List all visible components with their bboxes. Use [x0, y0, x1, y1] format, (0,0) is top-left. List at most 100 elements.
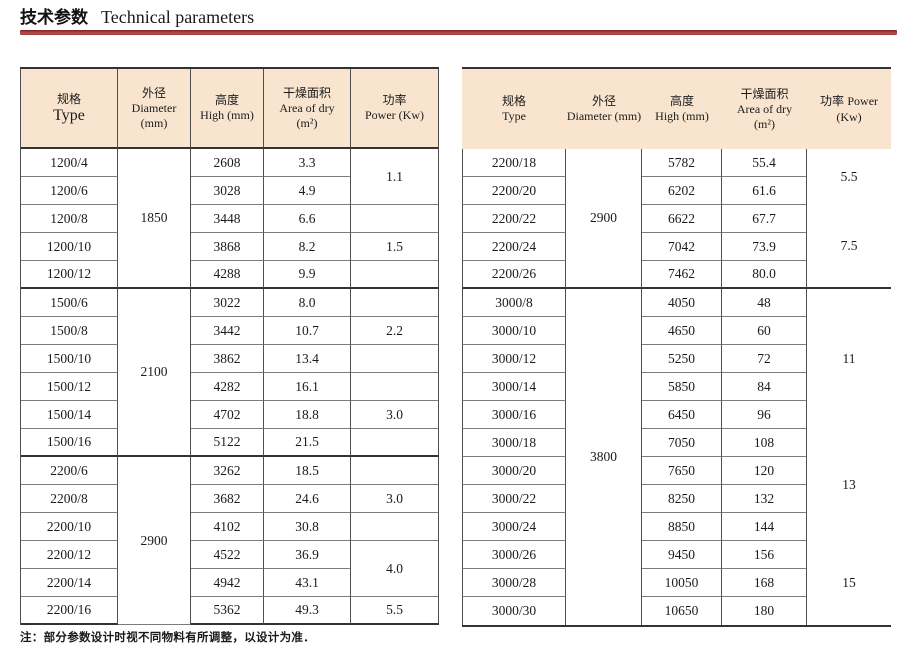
power-cell — [351, 373, 439, 401]
type-cell: 1500/16 — [21, 429, 118, 457]
diameter-cell: 3800 — [566, 289, 642, 625]
area-cell: 10.7 — [264, 317, 351, 345]
area-cell: 3.3 — [264, 149, 351, 177]
area-cell: 96 — [722, 401, 807, 429]
type-cell: 1500/12 — [21, 373, 118, 401]
high-cell: 5850 — [642, 373, 722, 401]
header-power: 功率 Power (Kw) — [351, 69, 439, 149]
type-cell: 2200/10 — [21, 513, 118, 541]
table-row: 3000/18 7050 108 13 — [462, 429, 891, 492]
right-header-row: 规格 Type 外径 Diameter (mm) 高度 High (mm) 干燥面积 A… — [462, 69, 891, 149]
power-cell: 7.5 — [807, 205, 891, 289]
area-cell: 8.2 — [264, 233, 351, 261]
table-row: 3000/16 6450 96 — [462, 401, 891, 429]
diameter-cell: 2900 — [118, 457, 191, 625]
type-cell: 2200/12 — [21, 541, 118, 569]
high-cell: 5362 — [191, 597, 264, 625]
table-row: 3000/24 8850 144 — [462, 513, 891, 541]
high-cell: 6450 — [642, 401, 722, 429]
header-power: 功率 Power (Kw) — [807, 69, 891, 149]
table-row: 3000/26 9450 156 15 — [462, 541, 891, 590]
area-cell: 180 — [722, 597, 807, 625]
high-cell: 4282 — [191, 373, 264, 401]
area-cell: 16.1 — [264, 373, 351, 401]
area-cell: 4.9 — [264, 177, 351, 205]
table-row: 3000/14 5850 84 — [462, 373, 891, 401]
type-cell: 3000/16 — [462, 401, 566, 429]
type-cell: 3000/28 — [462, 569, 566, 597]
type-cell: 3000/30 — [462, 597, 566, 625]
diameter-cell: 2100 — [118, 289, 191, 457]
table-row: 3000/22 8250 132 — [462, 485, 891, 513]
type-cell: 1200/4 — [21, 149, 118, 177]
type-cell: 1200/8 — [21, 205, 118, 233]
high-cell: 3022 — [191, 289, 264, 317]
high-cell: 4050 — [642, 289, 722, 317]
type-cell: 2200/24 — [462, 233, 566, 261]
power-cell — [351, 345, 439, 373]
type-cell: 1500/6 — [21, 289, 118, 317]
table-row: 2200/14 4942 43.1 — [21, 569, 439, 597]
header-type: 规格 Type — [21, 69, 118, 149]
table-row: 2200/26 7462 80.0 — [462, 261, 891, 289]
type-cell: 2200/20 — [462, 177, 566, 205]
power-cell — [351, 261, 439, 289]
power-cell: 3.0 — [351, 485, 439, 513]
right-spec-table: 规格 Type 外径 Diameter (mm) 高度 High (mm) 干燥面积 A… — [462, 67, 891, 627]
table-row: 2200/8 3682 24.6 3.0 — [21, 485, 439, 513]
power-cell: 15 — [842, 575, 856, 590]
type-cell: 1500/10 — [21, 345, 118, 373]
table-row: 1200/4 1850 2608 3.3 1.1 — [21, 149, 439, 289]
area-cell: 55.4 — [722, 149, 807, 177]
table-row: 1500/10 3862 13.4 — [21, 345, 439, 373]
high-cell: 4650 — [642, 317, 722, 345]
area-cell: 30.8 — [264, 513, 351, 541]
title-underline — [20, 30, 897, 35]
table-row: 1200/6 3028 4.9 — [21, 177, 439, 205]
area-cell: 73.9 — [722, 233, 807, 261]
type-cell: 2200/22 — [462, 205, 566, 233]
left-header-row: 规格 Type 外径 Diameter (mm) 高度 High (mm) 干燥面积 Ar… — [21, 69, 439, 149]
high-cell: 3448 — [191, 205, 264, 233]
high-cell: 3868 — [191, 233, 264, 261]
area-cell: 84 — [722, 373, 807, 401]
area-cell: 80.0 — [722, 261, 807, 289]
power-cell: 2.2 — [351, 317, 439, 345]
power-cell: 5.5 — [351, 597, 439, 625]
high-cell: 2608 — [191, 149, 264, 177]
type-cell: 3000/18 — [462, 429, 566, 457]
high-cell: 5122 — [191, 429, 264, 457]
area-cell: 13.4 — [264, 345, 351, 373]
header-area: 干燥面积 Area of dry (m²) — [264, 69, 351, 149]
table-row: 1500/6 2100 3022 8.0 — [21, 289, 439, 457]
area-cell: 6.6 — [264, 205, 351, 233]
type-cell: 1500/14 — [21, 401, 118, 429]
type-cell: 2200/8 — [21, 485, 118, 513]
area-cell: 24.6 — [264, 485, 351, 513]
high-cell: 3442 — [191, 317, 264, 345]
table-row: 2200/24 7042 73.9 — [462, 233, 891, 261]
header-type: 规格 Type — [462, 69, 566, 149]
high-cell: 8250 — [642, 485, 722, 513]
type-cell: 3000/8 — [462, 289, 566, 317]
area-cell: 61.6 — [722, 177, 807, 205]
high-cell: 7050 — [642, 429, 722, 457]
type-cell: 2200/6 — [21, 457, 118, 485]
high-cell: 7042 — [642, 233, 722, 261]
area-cell: 72 — [722, 345, 807, 373]
diameter-cell: 2900 — [566, 149, 642, 289]
high-cell: 3682 — [191, 485, 264, 513]
table-row: 1500/16 5122 21.5 — [21, 429, 439, 457]
header-high: 高度 High (mm) — [191, 69, 264, 149]
diameter-cell: 1850 — [118, 149, 191, 289]
area-cell: 168 — [722, 569, 807, 597]
power-cell: 11 — [842, 351, 856, 366]
power-cell — [351, 457, 439, 485]
high-cell: 5782 — [642, 149, 722, 177]
type-cell: 2200/16 — [21, 597, 118, 625]
power-cell: 4.0 — [351, 541, 439, 597]
table-row: 1500/8 3442 10.7 2.2 — [21, 317, 439, 345]
type-cell: 3000/14 — [462, 373, 566, 401]
high-cell: 4102 — [191, 513, 264, 541]
